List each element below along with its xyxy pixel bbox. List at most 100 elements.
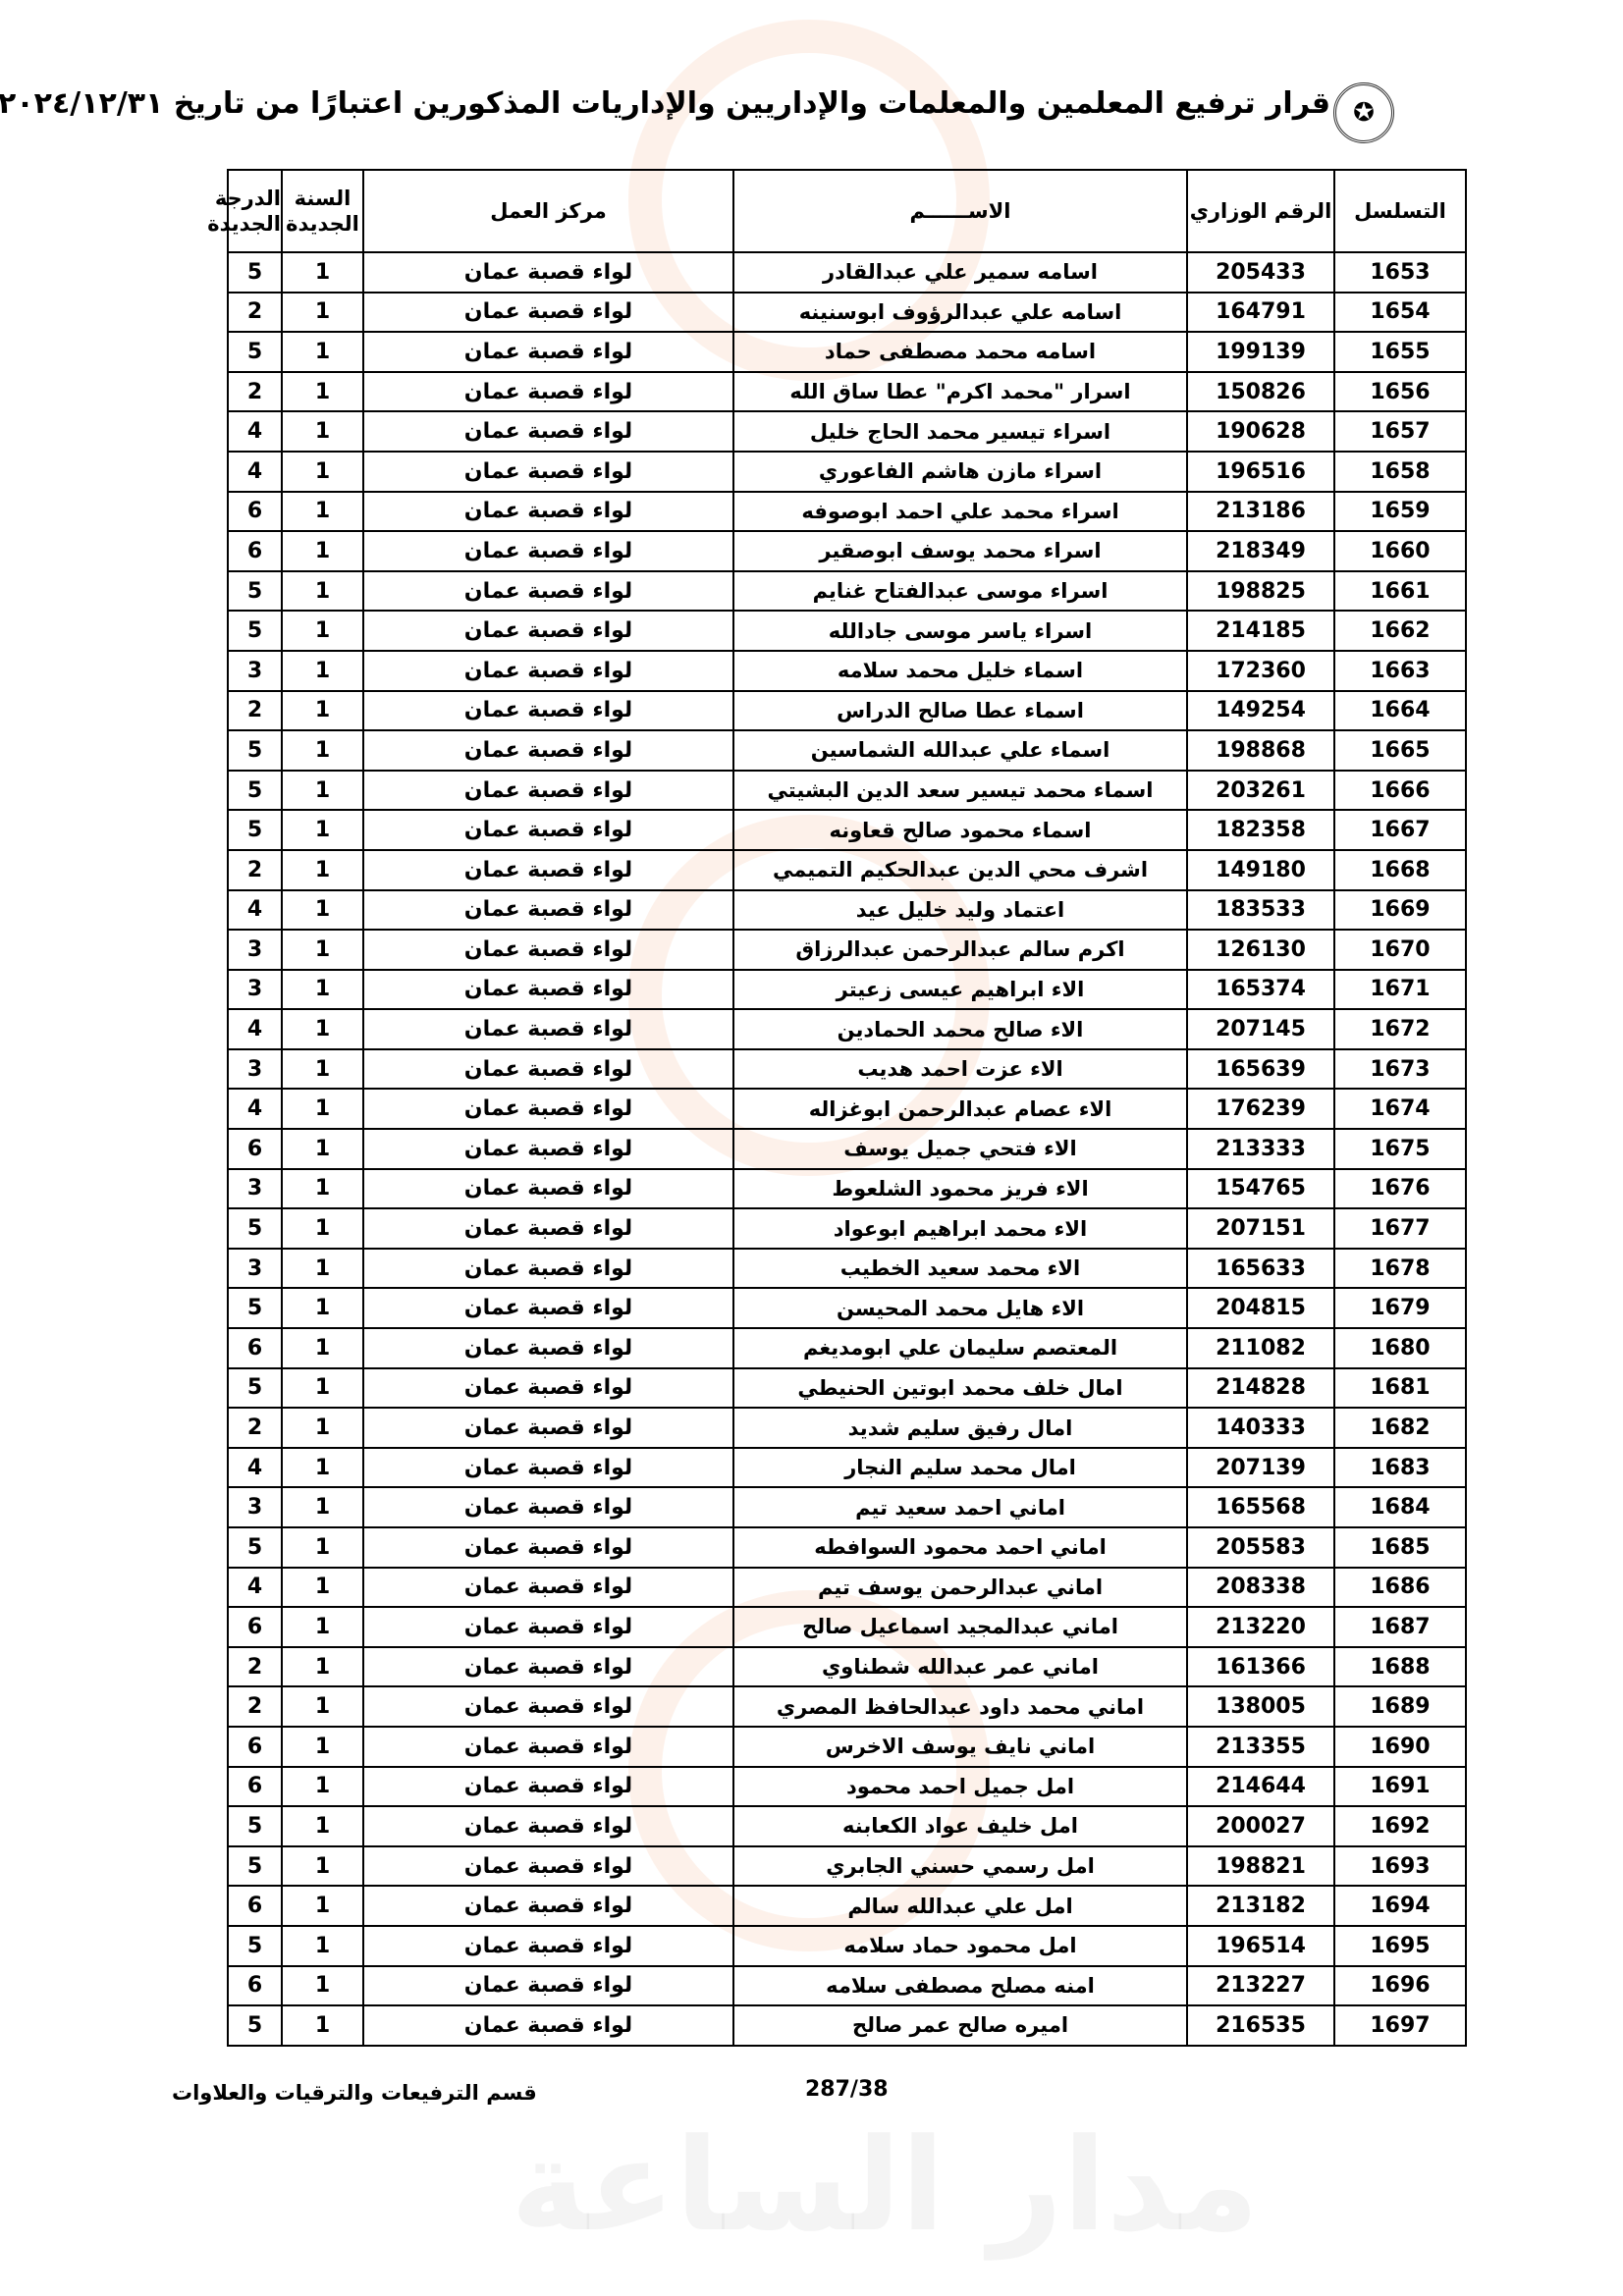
table-row: 1693 198821 امل رسمي حسني الجابري لواء قصبة… <box>227 1844 1467 1888</box>
new-year-cell: 1 <box>281 1606 364 1648</box>
work-center-cell: لواء قصبة عمان <box>362 888 734 932</box>
table-row: 1672 207145 الاء صالح محمد الحمادين لواء قص… <box>227 1008 1467 1050</box>
table-row: 1663 172360 اسماء خليل محمد سلامه لواء قصبة… <box>227 649 1467 692</box>
table-row: 1674 176239 الاء عصام عبدالرحمن ابوغزاله لو… <box>227 1088 1467 1131</box>
table-row: 1683 207139 امال محمد سليم النجار لواء قصبة… <box>227 1446 1467 1489</box>
new-grade-cell: 2 <box>227 689 283 732</box>
work-center-cell: لواء قصبة عمان <box>362 929 734 971</box>
ministry-no-cell: 164791 <box>1186 291 1335 334</box>
name-cell: اشرف محي الدين عبدالحكيم التميمي <box>732 848 1188 891</box>
new-grade-cell: 5 <box>227 769 283 812</box>
work-center-cell: لواء قصبة عمان <box>362 610 734 652</box>
new-grade-cell: 3 <box>227 968 283 1011</box>
new-year-cell: 1 <box>281 450 364 493</box>
new-grade-cell: 3 <box>227 929 283 971</box>
work-center-cell: لواء قصبة عمان <box>362 1725 734 1768</box>
name-cell: اكرم سالم عبدالرحمن عبدالرزاق <box>732 929 1188 971</box>
header-work-center: مركز العمل <box>362 169 734 253</box>
table-row: 1680 211082 المعتصم سليمان علي ابومديغم لوا… <box>227 1327 1467 1369</box>
new-year-cell: 1 <box>281 370 364 413</box>
work-center-cell: لواء قصبة عمان <box>362 1207 734 1250</box>
name-cell: امل خليف عواد الكعابنه <box>732 1805 1188 1847</box>
table-row: 1654 164791 اسامه علي عبدالرؤوف ابوسنينه لو… <box>227 291 1467 334</box>
ministry-no-cell: 208338 <box>1186 1566 1335 1609</box>
new-year-cell: 1 <box>281 1805 364 1847</box>
new-year-cell: 1 <box>281 1725 364 1768</box>
table-row: 1665 198868 اسماء علي عبدالله الشماسين لواء… <box>227 729 1467 772</box>
ministry-no-cell: 214644 <box>1186 1765 1335 1808</box>
ministry-no-cell: 203261 <box>1186 769 1335 812</box>
new-grade-cell: 2 <box>227 370 283 413</box>
new-year-cell: 1 <box>281 1526 364 1569</box>
new-grade-cell: 3 <box>227 1247 283 1290</box>
ministry-no-cell: 198868 <box>1186 729 1335 772</box>
work-center-cell: لواء قصبة عمان <box>362 1366 734 1410</box>
table-row: 1664 149254 اسماء عطا صالح الدراس لواء قصبة… <box>227 689 1467 732</box>
ministry-no-cell: 207145 <box>1186 1008 1335 1050</box>
page-number: 287/38 <box>805 2077 889 2102</box>
table-row: 1691 214644 امل جميل احمد محمود لواء قصبة ع… <box>227 1765 1467 1808</box>
table-row: 1679 204815 الاء هايل محمد المحيسن لواء قصب… <box>227 1287 1467 1330</box>
ministry-no-cell: 205433 <box>1186 251 1335 294</box>
new-year-cell: 1 <box>281 1047 364 1091</box>
ministry-no-cell: 138005 <box>1186 1685 1335 1728</box>
table-row: 1697 216535 اميره صالح عمر صالح لواء قصبة ع… <box>227 2004 1467 2047</box>
new-year-cell: 1 <box>281 1128 364 1170</box>
work-center-cell: لواء قصبة عمان <box>362 1167 734 1210</box>
table-row: 1695 196514 امل محمود حماد سلامه لواء قصبة … <box>227 1924 1467 1967</box>
ministry-no-cell: 205583 <box>1186 1526 1335 1569</box>
serial-cell: 1656 <box>1333 370 1467 413</box>
ministry-emblem-icon: ✪ <box>1333 82 1394 143</box>
new-year-cell: 1 <box>281 1287 364 1330</box>
serial-cell: 1655 <box>1333 331 1467 373</box>
new-grade-cell: 5 <box>227 1805 283 1847</box>
new-year-cell: 1 <box>281 1088 364 1131</box>
table-row: 1657 190628 اسراء تيسير محمد الحاج خليل لوا… <box>227 410 1467 453</box>
table-row: 1667 182358 اسماء محمود صالح قعاونه لواء قص… <box>227 809 1467 851</box>
ministry-no-cell: 198825 <box>1186 569 1335 613</box>
new-grade-cell: 5 <box>227 1287 283 1330</box>
promotions-table: التسلسل الرقم الوزاري الاســــــم مركز ا… <box>207 169 1467 2047</box>
work-center-cell: لواء قصبة عمان <box>362 1805 734 1847</box>
table-row: 1670 126130 اكرم سالم عبدالرحمن عبدالرزاق ل… <box>227 929 1467 971</box>
table-row: 1669 183533 اعتماد وليد خليل عيد لواء قصبة … <box>227 888 1467 932</box>
table-row: 1653 205433 اسامه سمير علي عبدالقادر لواء ق… <box>227 251 1467 294</box>
new-year-cell: 1 <box>281 1645 364 1688</box>
table-row: 1686 208338 اماني عبدالرحمن يوسف تيم لواء ق… <box>227 1566 1467 1609</box>
new-year-cell: 1 <box>281 888 364 932</box>
name-cell: اماني احمد سعيد تيم <box>732 1486 1188 1528</box>
name-cell: اسامه محمد مصطفى حماد <box>732 331 1188 373</box>
work-center-cell: لواء قصبة عمان <box>362 848 734 891</box>
work-center-cell: لواء قصبة عمان <box>362 1606 734 1648</box>
header-serial: التسلسل <box>1333 169 1467 253</box>
serial-cell: 1675 <box>1333 1128 1467 1170</box>
serial-cell: 1697 <box>1333 2004 1467 2047</box>
serial-cell: 1676 <box>1333 1167 1467 1210</box>
new-year-cell: 1 <box>281 1167 364 1210</box>
ministry-no-cell: 211082 <box>1186 1327 1335 1369</box>
new-year-cell: 1 <box>281 1765 364 1808</box>
name-cell: المعتصم سليمان علي ابومديغم <box>732 1327 1188 1369</box>
serial-cell: 1660 <box>1333 530 1467 572</box>
new-grade-cell: 6 <box>227 1964 283 2007</box>
ministry-no-cell: 207151 <box>1186 1207 1335 1250</box>
name-cell: امال محمد سليم النجار <box>732 1446 1188 1489</box>
new-grade-cell: 5 <box>227 610 283 652</box>
table-row: 1661 198825 اسراء موسى عبدالفتاح غنايم لواء… <box>227 569 1467 613</box>
new-grade-cell: 4 <box>227 888 283 932</box>
serial-cell: 1654 <box>1333 291 1467 334</box>
new-year-cell: 1 <box>281 331 364 373</box>
serial-cell: 1681 <box>1333 1366 1467 1410</box>
work-center-cell: لواء قصبة عمان <box>362 1685 734 1728</box>
name-cell: امل رسمي حسني الجابري <box>732 1844 1188 1888</box>
table-row: 1689 138005 اماني محمد داود عبدالحافظ المص… <box>227 1685 1467 1728</box>
work-center-cell: لواء قصبة عمان <box>362 1128 734 1170</box>
serial-cell: 1663 <box>1333 649 1467 692</box>
table-row: 1660 218349 اسراء محمد يوسف ابوصقير لواء قص… <box>227 530 1467 572</box>
serial-cell: 1696 <box>1333 1964 1467 2007</box>
name-cell: الاء فريز محمود الشلعوط <box>732 1167 1188 1210</box>
table-row: 1677 207151 الاء محمد ابراهيم ابوعواد لواء … <box>227 1207 1467 1250</box>
new-year-cell: 1 <box>281 729 364 772</box>
ministry-no-cell: 182358 <box>1186 809 1335 851</box>
name-cell: اسماء علي عبدالله الشماسين <box>732 729 1188 772</box>
